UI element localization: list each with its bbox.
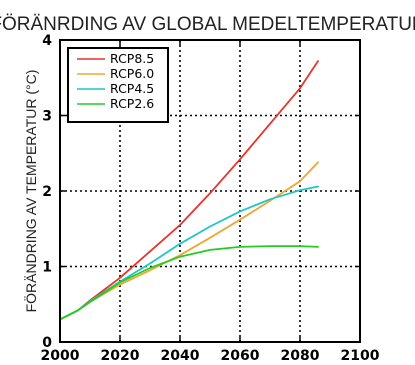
x-tick-label: 2020 <box>101 348 140 364</box>
legend-box <box>67 47 169 123</box>
y-tick-label: 3 <box>42 109 52 125</box>
y-tick-label: 2 <box>42 184 52 200</box>
legend-label: RCP4.5 <box>110 81 154 96</box>
y-tick-label: 4 <box>42 33 52 49</box>
x-tick-label: 2100 <box>341 348 380 364</box>
y-tick-label: 1 <box>42 260 52 276</box>
series-lines <box>59 60 319 321</box>
legend-label: RCP2.6 <box>110 96 154 111</box>
series-line-rcp4-5 <box>59 185 319 321</box>
legend-label: RCP8.5 <box>110 51 154 66</box>
y-axis-label: FÖRÄNDRING AV TEMPERATUR (°C) <box>22 70 39 313</box>
x-tick-label: 2060 <box>221 348 260 364</box>
axis-ticks: 2000 2020 2040 2060 2080 2100 0 1 2 3 4 <box>41 33 380 364</box>
chart-title: FÖRÄNRDING AV GLOBAL MEDELTEMPERATUR <box>0 14 415 35</box>
legend-label: RCP6.0 <box>110 66 154 81</box>
x-tick-label: 2040 <box>161 348 200 364</box>
y-tick-label: 0 <box>42 335 52 351</box>
x-tick-label: 2000 <box>41 348 80 364</box>
x-tick-label: 2080 <box>281 348 320 364</box>
series-line-rcp2-6 <box>59 245 319 321</box>
